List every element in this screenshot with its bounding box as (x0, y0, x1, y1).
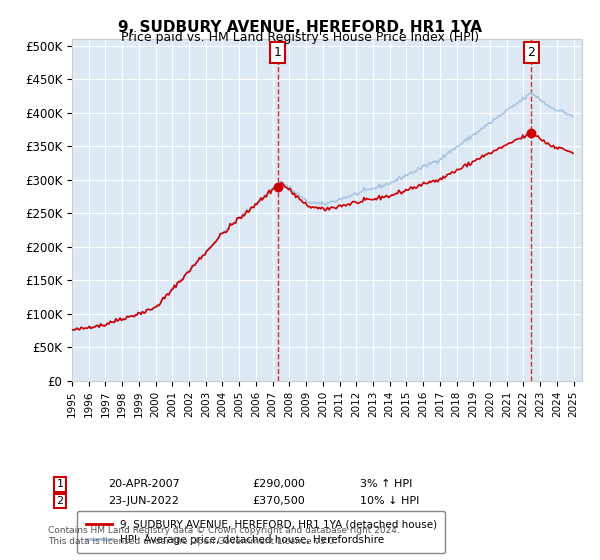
Text: £290,000: £290,000 (252, 479, 305, 489)
Text: 9, SUDBURY AVENUE, HEREFORD, HR1 1YA: 9, SUDBURY AVENUE, HEREFORD, HR1 1YA (118, 20, 482, 35)
Text: 20-APR-2007: 20-APR-2007 (108, 479, 180, 489)
Text: Contains HM Land Registry data © Crown copyright and database right 2024.
This d: Contains HM Land Registry data © Crown c… (48, 526, 400, 546)
Text: 3% ↑ HPI: 3% ↑ HPI (360, 479, 412, 489)
Text: £370,500: £370,500 (252, 496, 305, 506)
Text: 1: 1 (274, 46, 281, 59)
Text: 10% ↓ HPI: 10% ↓ HPI (360, 496, 419, 506)
Text: 23-JUN-2022: 23-JUN-2022 (108, 496, 179, 506)
Text: 1: 1 (56, 479, 64, 489)
Legend: 9, SUDBURY AVENUE, HEREFORD, HR1 1YA (detached house), HPI: Average price, detac: 9, SUDBURY AVENUE, HEREFORD, HR1 1YA (de… (77, 511, 445, 553)
Text: Price paid vs. HM Land Registry's House Price Index (HPI): Price paid vs. HM Land Registry's House … (121, 31, 479, 44)
Text: 2: 2 (527, 46, 535, 59)
Text: 2: 2 (56, 496, 64, 506)
